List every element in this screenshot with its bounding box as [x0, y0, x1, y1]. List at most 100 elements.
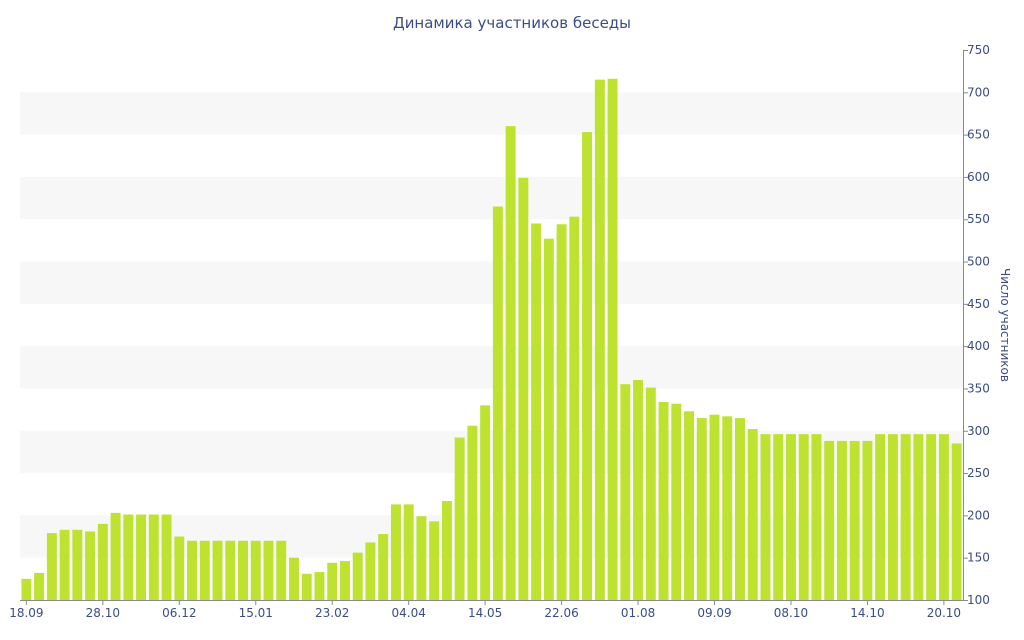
y-axis-title: Число участников	[998, 268, 1012, 382]
bar	[187, 540, 197, 600]
bar	[97, 523, 108, 600]
x-axis-ticks: 18.09 28.10 06.12 15.01 23.02 04.04 14.05 22.06…	[9, 600, 961, 620]
bar	[212, 540, 223, 600]
bar	[403, 504, 414, 600]
x-tick-label: 23.02	[315, 606, 349, 620]
bar	[21, 578, 32, 600]
bar	[289, 557, 299, 600]
grid-band	[20, 92, 963, 135]
bar	[148, 514, 159, 600]
y-tick-label: 400	[967, 339, 990, 353]
bar-series	[21, 78, 962, 601]
bar	[887, 434, 898, 600]
y-tick-label: 300	[967, 424, 990, 438]
y-tick-label: 450	[967, 297, 990, 311]
bar	[225, 540, 236, 600]
bar	[836, 440, 847, 600]
bar	[123, 514, 134, 600]
bar	[862, 440, 873, 600]
bar	[824, 440, 835, 600]
grid-band	[20, 515, 963, 558]
bar	[786, 434, 796, 600]
bar	[569, 216, 580, 600]
bar	[34, 572, 45, 600]
y-axis-ticks: 100 150 200 250 300 350 400 450 500 550 600 650 700 7…	[963, 43, 990, 607]
bar	[174, 536, 185, 600]
bar	[467, 425, 478, 600]
bar	[709, 414, 720, 600]
bar	[684, 411, 694, 600]
x-tick-label: 06.12	[162, 606, 196, 620]
x-tick-label: 08.10	[774, 606, 808, 620]
bar	[849, 440, 860, 600]
x-tick-label: 22.06	[544, 606, 578, 620]
grid-band	[20, 346, 963, 389]
bar	[59, 529, 70, 600]
y-tick-label: 700	[967, 85, 990, 99]
bar	[72, 529, 83, 600]
bar	[951, 443, 962, 600]
bar	[531, 223, 542, 600]
bar	[161, 514, 172, 600]
bar	[760, 434, 771, 600]
bar	[900, 434, 911, 600]
y-tick-label: 150	[967, 551, 990, 565]
bar	[811, 434, 822, 600]
bar	[671, 403, 682, 600]
bar	[352, 552, 363, 600]
bar	[747, 429, 758, 600]
bar	[926, 434, 937, 600]
bar	[339, 561, 350, 600]
bar	[85, 531, 96, 600]
x-tick-label: 01.08	[621, 606, 655, 620]
y-tick-label: 350	[967, 381, 990, 395]
bar	[633, 380, 644, 600]
grid-band	[20, 430, 963, 474]
bar	[276, 540, 287, 600]
bar	[696, 418, 707, 600]
bar	[492, 206, 503, 601]
bar	[505, 126, 516, 601]
bar	[238, 540, 248, 600]
bar	[301, 573, 312, 600]
bar	[136, 514, 147, 600]
bar	[543, 238, 554, 600]
bar	[875, 434, 886, 600]
x-tick-label: 18.09	[9, 606, 43, 620]
bar	[645, 387, 656, 600]
y-tick-label: 200	[967, 508, 990, 522]
x-tick-label: 15.01	[239, 606, 273, 620]
y-tick-label: 550	[967, 212, 990, 226]
x-tick-label: 20.10	[927, 606, 961, 620]
y-tick-label: 650	[967, 128, 990, 142]
bar	[199, 540, 210, 600]
x-tick-label: 04.04	[391, 606, 425, 620]
bar	[416, 516, 427, 600]
bar	[454, 437, 465, 600]
y-tick-label: 750	[967, 43, 990, 57]
chart-title: Динамика участников беседы	[393, 14, 631, 32]
y-tick-label: 250	[967, 466, 990, 480]
bar	[390, 504, 401, 600]
bar	[735, 418, 745, 600]
y-tick-label: 100	[967, 593, 990, 607]
bar	[314, 572, 325, 600]
bar	[582, 132, 593, 600]
bar	[556, 224, 567, 600]
bar	[327, 562, 338, 600]
bar	[773, 434, 784, 600]
grid-band	[20, 261, 963, 304]
bar	[441, 501, 452, 600]
x-tick-label: 14.10	[850, 606, 884, 620]
bar	[263, 540, 274, 600]
grid-bands	[20, 92, 963, 558]
grid-band	[20, 176, 963, 220]
bar	[913, 434, 924, 600]
bar	[722, 416, 733, 600]
bar	[518, 177, 529, 600]
bar	[620, 384, 631, 600]
bar	[429, 521, 440, 600]
y-tick-label: 500	[967, 255, 990, 269]
bar	[607, 78, 618, 600]
